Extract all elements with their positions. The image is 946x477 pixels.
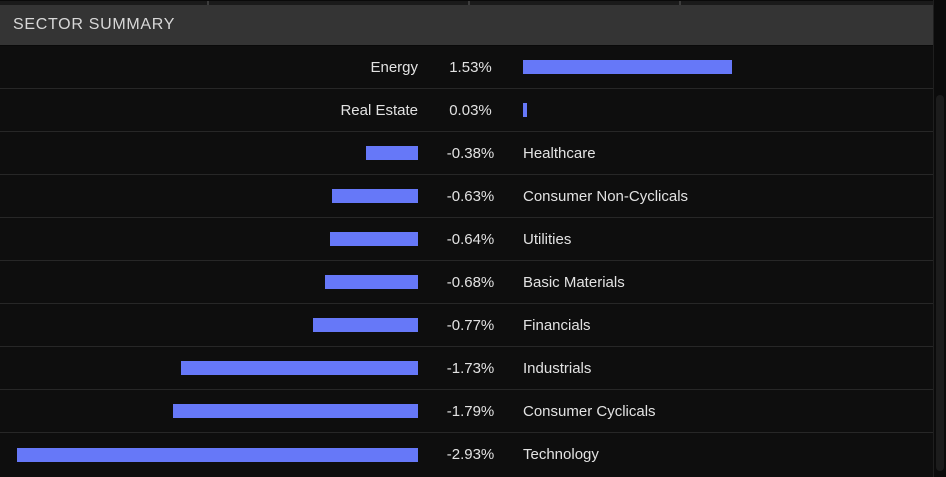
sector-row[interactable]: -0.38% Healthcare bbox=[0, 132, 933, 175]
sector-bar bbox=[313, 318, 418, 332]
sector-row[interactable]: -1.73% Industrials bbox=[0, 347, 933, 390]
sector-value: -1.79% bbox=[446, 402, 495, 420]
sector-label: Financials bbox=[523, 316, 591, 334]
sector-label: Healthcare bbox=[523, 144, 596, 162]
row-right-zone: Industrials bbox=[523, 347, 933, 389]
row-left-zone bbox=[0, 304, 418, 346]
sector-row[interactable]: -0.77% Financials bbox=[0, 304, 933, 347]
sector-row[interactable]: Real Estate 0.03% bbox=[0, 89, 933, 132]
sector-label: Utilities bbox=[523, 230, 572, 248]
sector-value: -2.93% bbox=[446, 446, 495, 463]
row-value-zone: -1.73% bbox=[418, 347, 523, 389]
row-right-zone: Technology bbox=[523, 433, 933, 476]
sector-bar bbox=[523, 103, 527, 117]
sector-row[interactable]: -2.93% Technology bbox=[0, 433, 933, 476]
panel-title: SECTOR SUMMARY bbox=[13, 16, 176, 33]
sector-value: -0.68% bbox=[446, 273, 495, 291]
sector-bar bbox=[325, 275, 418, 289]
sector-row[interactable]: -0.63% Consumer Non-Cyclicals bbox=[0, 175, 933, 218]
row-left-zone bbox=[0, 433, 418, 476]
sector-bar bbox=[17, 447, 418, 462]
sector-value: 1.53% bbox=[449, 58, 492, 76]
sector-label: Consumer Non-Cyclicals bbox=[523, 187, 689, 205]
sector-row[interactable]: Energy 1.53% bbox=[0, 46, 933, 89]
sector-row[interactable]: -0.68% Basic Materials bbox=[0, 261, 933, 304]
row-value-zone: -0.64% bbox=[418, 218, 523, 260]
row-value-zone: 1.53% bbox=[418, 46, 523, 88]
row-left-zone bbox=[0, 132, 418, 174]
row-right-zone: Financials bbox=[523, 304, 933, 346]
panel-header: SECTOR SUMMARY bbox=[0, 5, 933, 46]
sector-label: Basic Materials bbox=[523, 273, 625, 291]
row-right-zone bbox=[523, 46, 933, 88]
row-value-zone: 0.03% bbox=[418, 89, 523, 131]
row-right-zone bbox=[523, 89, 933, 131]
sector-bar bbox=[181, 361, 418, 375]
row-right-zone: Consumer Cyclicals bbox=[523, 390, 933, 432]
row-value-zone: -1.79% bbox=[418, 390, 523, 432]
row-left-zone bbox=[0, 347, 418, 389]
sector-value: -0.64% bbox=[446, 230, 495, 248]
sector-value: -0.63% bbox=[446, 187, 495, 205]
top-strip bbox=[0, 0, 933, 6]
sector-label: Real Estate bbox=[340, 101, 418, 119]
sector-label: Technology bbox=[523, 446, 599, 463]
row-value-zone: -0.68% bbox=[418, 261, 523, 303]
sector-bar bbox=[330, 232, 418, 246]
row-right-zone: Healthcare bbox=[523, 132, 933, 174]
row-value-zone: -0.77% bbox=[418, 304, 523, 346]
sector-bar bbox=[523, 60, 732, 74]
row-right-zone: Consumer Non-Cyclicals bbox=[523, 175, 933, 217]
row-value-zone: -0.38% bbox=[418, 132, 523, 174]
column-divider-tick bbox=[207, 1, 209, 6]
sector-value: -0.38% bbox=[446, 144, 495, 162]
sector-value: -1.73% bbox=[446, 359, 495, 377]
sector-value: 0.03% bbox=[449, 101, 492, 119]
sector-bar bbox=[332, 189, 418, 203]
sector-label: Industrials bbox=[523, 359, 592, 377]
sector-bar bbox=[173, 404, 418, 418]
row-left-zone bbox=[0, 218, 418, 260]
sector-row[interactable]: -0.64% Utilities bbox=[0, 218, 933, 261]
sector-label: Energy bbox=[370, 58, 418, 76]
sector-value: -0.77% bbox=[446, 316, 495, 334]
row-value-zone: -0.63% bbox=[418, 175, 523, 217]
sector-bar bbox=[366, 146, 418, 160]
column-divider-tick bbox=[468, 1, 470, 6]
row-left-zone bbox=[0, 261, 418, 303]
column-divider-tick bbox=[679, 1, 681, 6]
row-value-zone: -2.93% bbox=[418, 433, 523, 476]
row-right-zone: Basic Materials bbox=[523, 261, 933, 303]
sector-rows: Energy 1.53% Real Estate 0.03% -0.38 bbox=[0, 46, 933, 476]
scrollbar-thumb[interactable] bbox=[936, 95, 944, 471]
row-left-zone bbox=[0, 390, 418, 432]
row-left-zone: Energy bbox=[0, 46, 418, 88]
sector-row[interactable]: -1.79% Consumer Cyclicals bbox=[0, 390, 933, 433]
row-left-zone bbox=[0, 175, 418, 217]
scrollbar-track[interactable] bbox=[933, 0, 946, 477]
row-left-zone: Real Estate bbox=[0, 89, 418, 131]
sector-label: Consumer Cyclicals bbox=[523, 402, 656, 420]
row-right-zone: Utilities bbox=[523, 218, 933, 260]
